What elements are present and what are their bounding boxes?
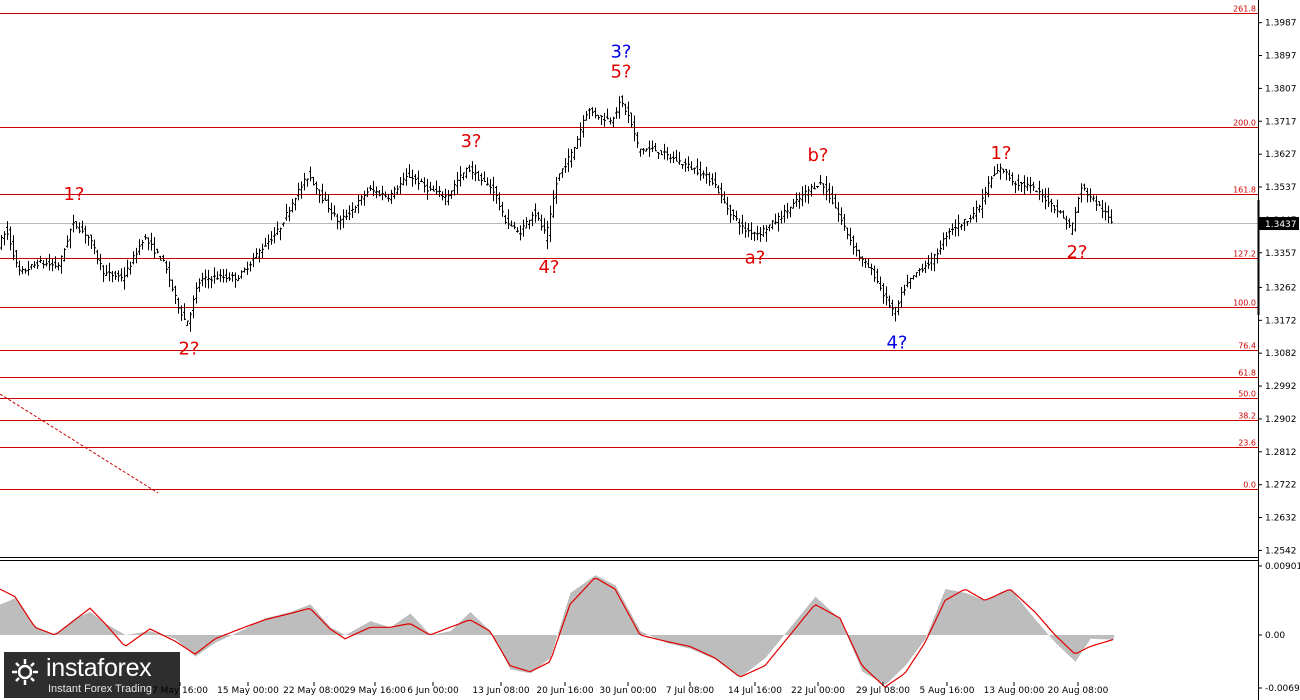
logo-brand-text: instaforex bbox=[46, 654, 152, 682]
fib-level-label: 38.2 bbox=[1238, 412, 1256, 421]
time-tick-label: 13 Aug 00:00 bbox=[984, 686, 1045, 696]
fib-level-label: 50.0 bbox=[1238, 390, 1256, 399]
oscillator-scale: 0.00901 0.00 -0.00692 bbox=[1258, 562, 1300, 694]
time-tick-label: 20 Jun 16:00 bbox=[536, 686, 593, 696]
time-tick-label: 29 May 16:00 bbox=[344, 686, 406, 696]
fib-level-label: 127.2 bbox=[1233, 250, 1256, 259]
time-tick-label: 29 Jul 08:00 bbox=[856, 686, 910, 696]
time-tick-label: 5 Aug 16:00 bbox=[920, 686, 975, 696]
time-tick-label: 7 Jul 08:00 bbox=[666, 686, 715, 696]
time-tick-label: 22 Jul 00:00 bbox=[791, 686, 845, 696]
fib-level-label: 61.8 bbox=[1238, 369, 1256, 378]
instaforex-logo: instaforex Instant Forex Trading bbox=[4, 652, 180, 698]
oscillator-tick-label: 0.00901 bbox=[1265, 562, 1300, 572]
wave-labels: 1?2?3?4?5?3?b?a?4?1?2? bbox=[63, 42, 1087, 360]
price-tick-label: 1.2542 bbox=[1265, 546, 1297, 556]
price-tick-label: 1.2722 bbox=[1265, 481, 1297, 491]
price-tick-label: 1.3357 bbox=[1265, 249, 1297, 259]
fib-level-label: 0.0 bbox=[1243, 481, 1256, 490]
fib-level-label: 23.6 bbox=[1238, 439, 1256, 448]
wave-label: 5? bbox=[610, 61, 631, 82]
oscillator-tick-label: -0.00692 bbox=[1265, 684, 1300, 694]
time-tick-label: 14 Jul 16:00 bbox=[728, 686, 782, 696]
price-tick-label: 1.3082 bbox=[1265, 349, 1297, 359]
fib-level-label: 261.8 bbox=[1233, 5, 1256, 14]
price-tick-label: 1.3537 bbox=[1265, 183, 1297, 193]
current-price-label: 1.3437 bbox=[1265, 220, 1297, 230]
wave-label: 3? bbox=[460, 131, 481, 152]
oscillator-tick-label: 0.00 bbox=[1265, 631, 1285, 641]
wave-label: 4? bbox=[886, 332, 907, 353]
wave-label: 1? bbox=[63, 184, 84, 205]
price-tick-label: 1.3717 bbox=[1265, 117, 1297, 127]
fibonacci-levels: 261.8 200.0 161.8 127.2 100.0 76.4 61.8 50.0 38.… bbox=[0, 5, 1258, 490]
current-price-tag: 1.3437 bbox=[1259, 217, 1299, 231]
time-tick-label: 15 May 00:00 bbox=[217, 686, 279, 696]
instaforex-logo-icon bbox=[12, 659, 38, 685]
price-scale: 1.3987 1.3897 1.3807 1.3717 1.3627 1.3537 1.34… bbox=[1258, 19, 1297, 556]
wave-label: 1? bbox=[990, 143, 1011, 164]
time-tick-label: 7 May 16:00 bbox=[152, 686, 208, 696]
wave-label: 4? bbox=[538, 257, 559, 278]
price-tick-label: 1.3987 bbox=[1265, 19, 1297, 29]
price-tick-label: 1.3262 bbox=[1265, 283, 1297, 293]
wave-label: a? bbox=[745, 248, 766, 269]
fib-level-label: 200.0 bbox=[1233, 119, 1256, 128]
wave-label: 3? bbox=[610, 42, 631, 63]
price-tick-label: 1.3807 bbox=[1265, 84, 1297, 94]
wave-label: b? bbox=[808, 145, 829, 166]
fib-level-label: 161.8 bbox=[1233, 186, 1256, 195]
price-tick-label: 1.2992 bbox=[1265, 382, 1297, 392]
oscillator-panel bbox=[0, 575, 1114, 688]
time-tick-label: 22 May 08:00 bbox=[283, 686, 345, 696]
time-tick-label: 13 Jun 08:00 bbox=[472, 686, 529, 696]
fib-level-label: 100.0 bbox=[1233, 299, 1256, 308]
wave-label: 2? bbox=[1066, 242, 1087, 263]
time-axis: 7 May 16:00 15 May 00:00 22 May 08:00 29 Ma… bbox=[152, 682, 1109, 696]
price-tick-label: 1.3897 bbox=[1265, 52, 1297, 62]
price-tick-label: 1.2812 bbox=[1265, 448, 1297, 458]
time-tick-label: 6 Jun 00:00 bbox=[407, 686, 459, 696]
fib-level-label: 76.4 bbox=[1238, 342, 1256, 351]
wave-label: 2? bbox=[178, 338, 199, 359]
price-tick-label: 1.2632 bbox=[1265, 514, 1297, 524]
signal-line bbox=[0, 577, 1114, 688]
time-tick-label: 20 Aug 08:00 bbox=[1048, 686, 1109, 696]
logo-tagline: Instant Forex Trading bbox=[48, 683, 152, 695]
time-tick-label: 30 Jun 00:00 bbox=[599, 686, 656, 696]
dashed-trend-line bbox=[0, 393, 159, 494]
price-tick-label: 1.3627 bbox=[1265, 150, 1297, 160]
price-tick-label: 1.2902 bbox=[1265, 415, 1297, 425]
price-tick-label: 1.3172 bbox=[1265, 316, 1297, 326]
candles bbox=[0, 95, 1113, 332]
